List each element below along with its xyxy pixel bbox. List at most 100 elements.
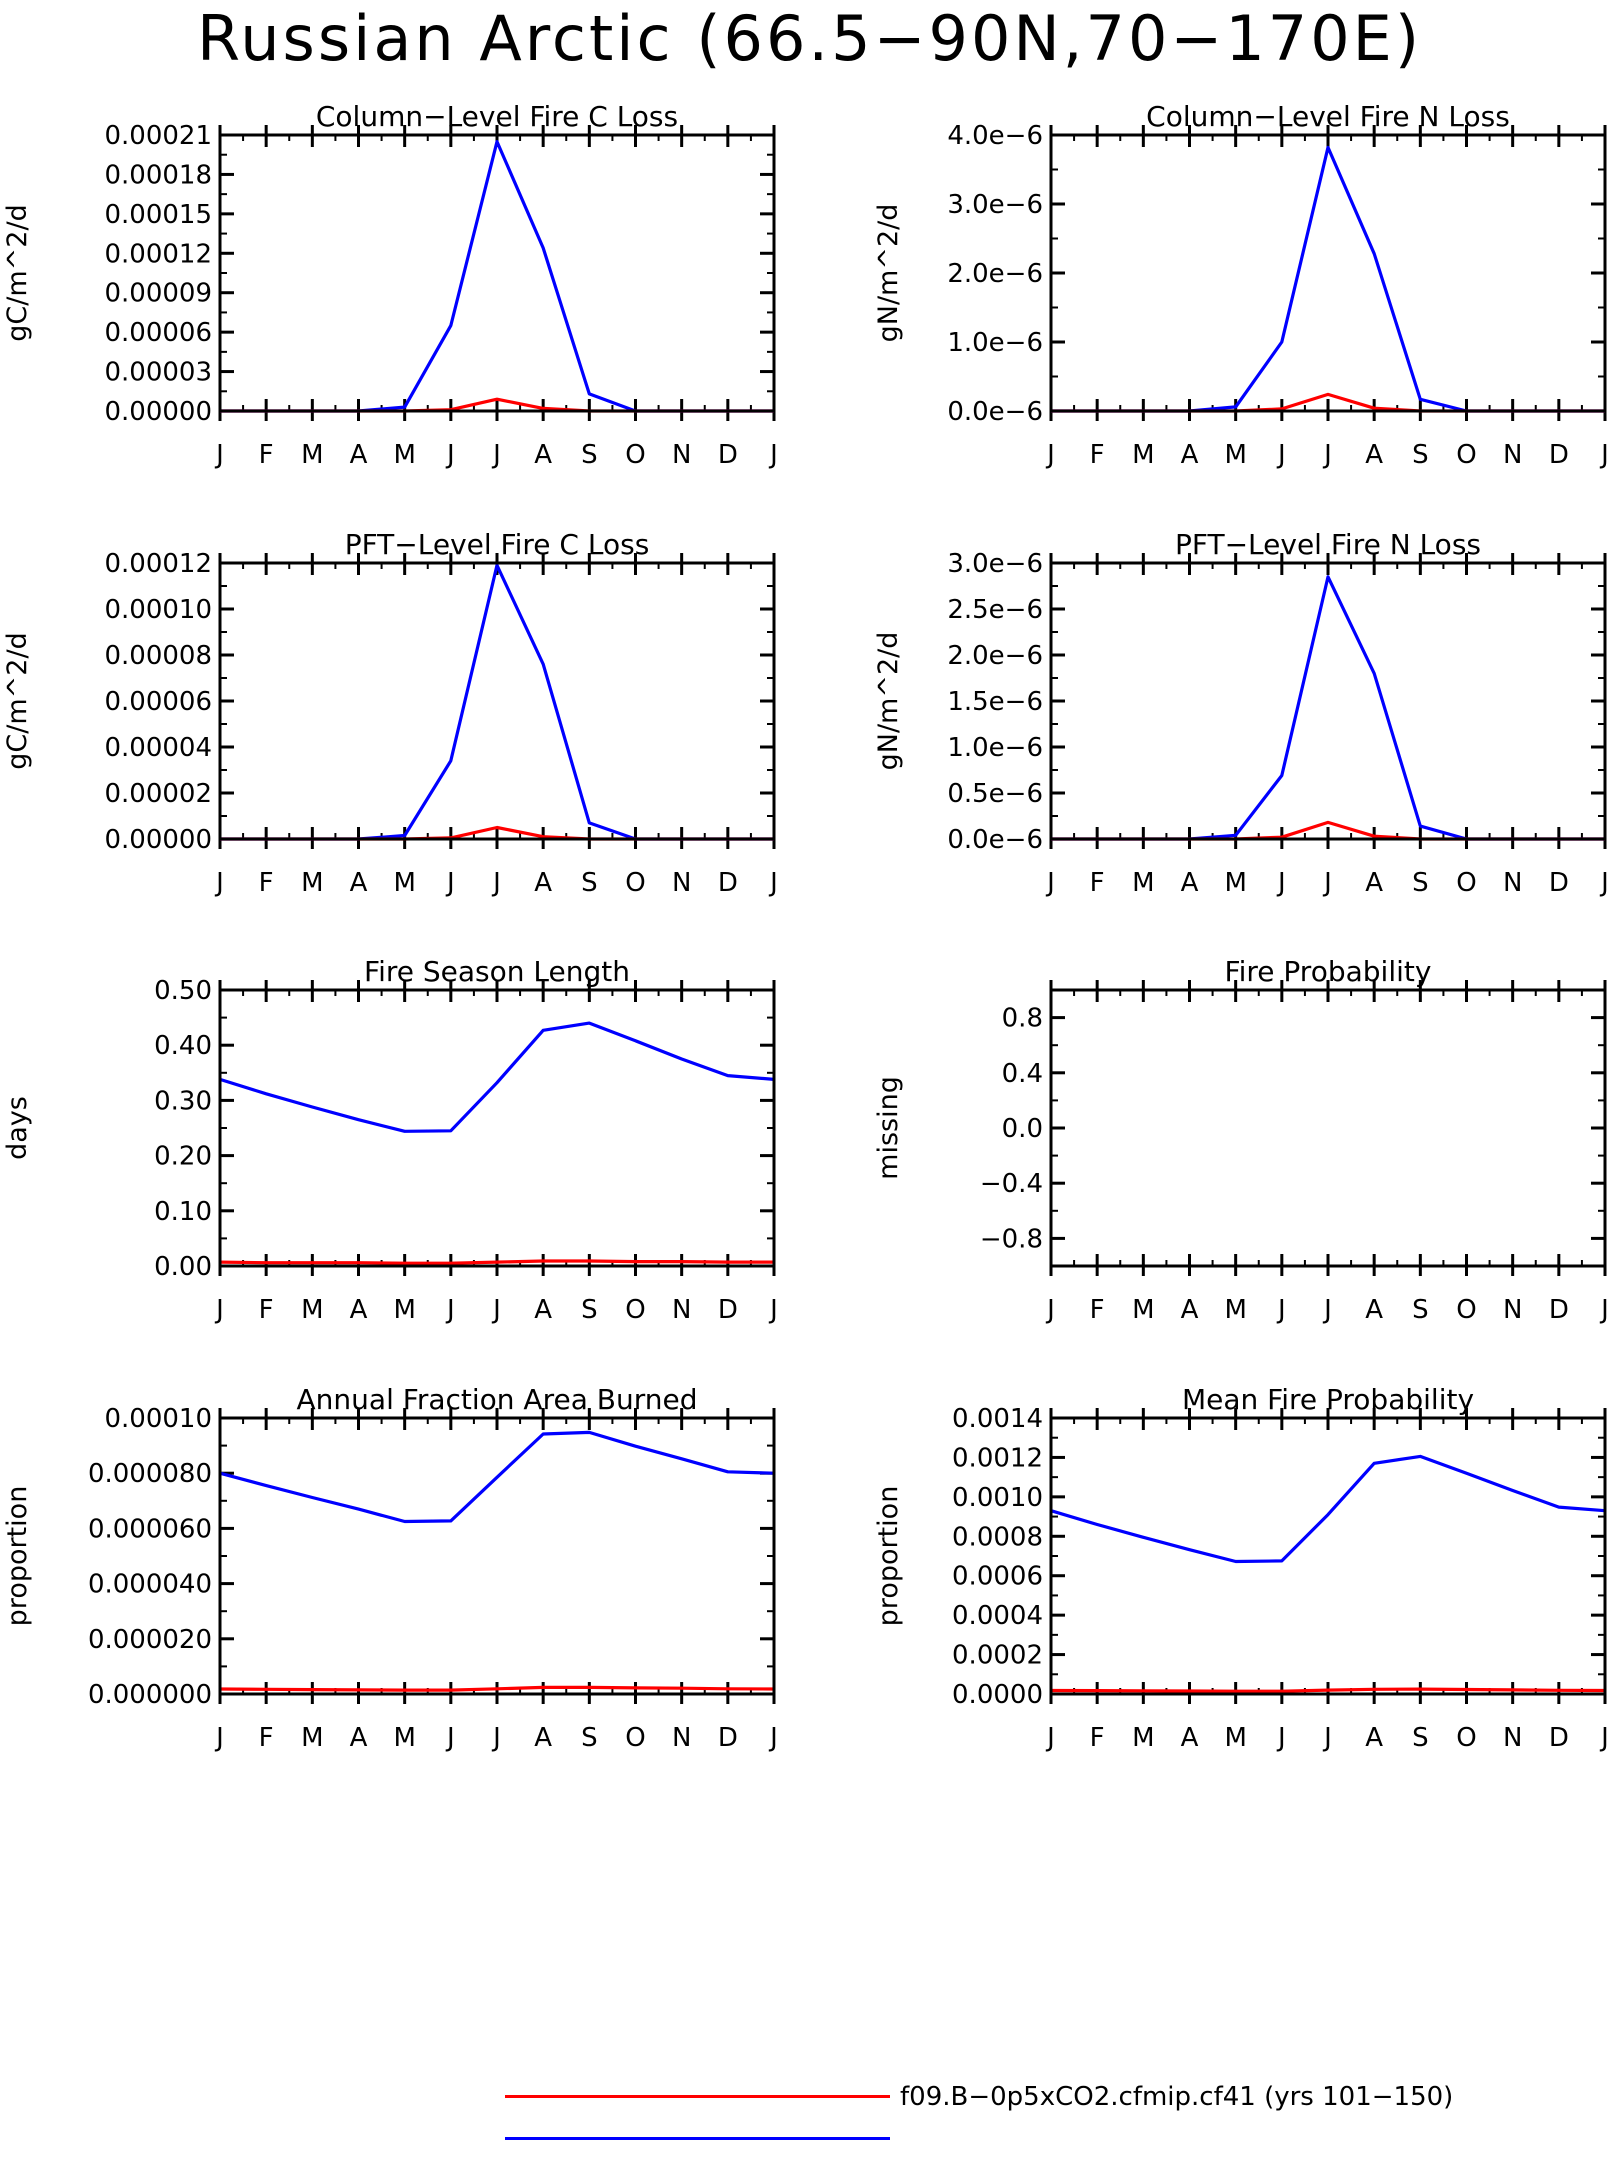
y-axis-label: proportion xyxy=(2,1486,33,1627)
x-tick-label: A xyxy=(350,1295,368,1325)
series-line-1 xyxy=(220,563,774,841)
y-tick-label: 0.10 xyxy=(154,1197,212,1227)
plot-frame xyxy=(1049,561,1607,841)
y-tick-label: 0.0002 xyxy=(952,1641,1043,1671)
series-line-1 xyxy=(219,1021,775,1133)
series-line-1 xyxy=(220,140,774,413)
x-tick-label: S xyxy=(1412,440,1429,470)
x-tick-label: J xyxy=(768,1723,778,1753)
y-axis-label: gC/m^2/d xyxy=(2,632,33,769)
y-tick-label: 0.00008 xyxy=(104,641,212,671)
legend-label: f09.B−0p5xCO2.cfmip.cf41 (yrs 101−150) xyxy=(900,2082,1454,2112)
y-tick-label: 0.00000 xyxy=(104,825,212,855)
y-axis-label: gN/m^2/d xyxy=(873,204,904,343)
legend-swatch xyxy=(505,2137,890,2140)
x-tick-label: S xyxy=(581,440,598,470)
plot-frame xyxy=(218,133,776,413)
x-tick-label: S xyxy=(1412,1723,1429,1753)
y-tick-label: 0.00004 xyxy=(104,733,212,763)
x-tick-label: D xyxy=(1549,1295,1569,1325)
x-tick-label: J xyxy=(1322,1723,1332,1753)
x-tick-label: J xyxy=(1276,1723,1286,1753)
y-tick-label: 2.0e−6 xyxy=(947,641,1043,671)
x-tick-label: J xyxy=(768,868,778,898)
y-tick-label: 0.00009 xyxy=(104,279,212,309)
x-tick-label: M xyxy=(393,1295,415,1325)
plot-frame xyxy=(218,988,776,1268)
x-tick-label: M xyxy=(1224,868,1246,898)
y-tick-label: 0.0e−6 xyxy=(947,825,1043,855)
x-tick-label: O xyxy=(1456,440,1476,470)
y-tick-label: 0.0012 xyxy=(952,1443,1043,1473)
x-tick-label: M xyxy=(301,1295,323,1325)
y-axis-label: gC/m^2/d xyxy=(2,204,33,341)
x-tick-label: J xyxy=(1276,440,1286,470)
x-tick-label: J xyxy=(1599,868,1609,898)
x-tick-label: M xyxy=(393,1723,415,1753)
plot-frame xyxy=(218,1416,776,1696)
x-tick-label: A xyxy=(350,868,368,898)
plot-frame xyxy=(1049,133,1607,413)
y-tick-label: 3.0e−6 xyxy=(947,549,1043,579)
x-tick-label: O xyxy=(625,1295,645,1325)
x-tick-label: A xyxy=(1181,1295,1199,1325)
y-tick-label: 0.0e−6 xyxy=(947,397,1043,427)
x-tick-label: A xyxy=(534,1295,552,1325)
x-tick-label: J xyxy=(445,440,455,470)
x-tick-label: D xyxy=(718,1295,738,1325)
x-tick-label: A xyxy=(534,1723,552,1753)
legend-swatch xyxy=(505,2095,890,2098)
x-tick-label: J xyxy=(1322,440,1332,470)
y-axis-label: days xyxy=(2,1096,33,1160)
x-tick-label: J xyxy=(768,440,778,470)
x-tick-label: J xyxy=(1276,868,1286,898)
y-tick-label: 0.0006 xyxy=(952,1562,1043,1592)
y-tick-label: 4.0e−6 xyxy=(947,121,1043,151)
x-tick-label: A xyxy=(1181,440,1199,470)
x-tick-label: J xyxy=(491,1723,501,1753)
y-tick-label: 0.20 xyxy=(154,1142,212,1172)
x-tick-label: M xyxy=(1132,868,1154,898)
y-tick-label: 0.000020 xyxy=(88,1625,212,1655)
x-tick-label: J xyxy=(214,868,224,898)
y-tick-label: 0.40 xyxy=(154,1031,212,1061)
x-tick-label: F xyxy=(1090,868,1105,898)
y-tick-label: 0.00010 xyxy=(104,595,212,625)
y-tick-label: 0.000060 xyxy=(88,1514,212,1544)
x-tick-label: O xyxy=(1456,868,1476,898)
x-tick-label: N xyxy=(672,868,691,898)
y-tick-label: 0.0014 xyxy=(952,1404,1043,1434)
x-tick-label: N xyxy=(672,440,691,470)
y-tick-label: 0.8 xyxy=(1002,1004,1043,1034)
y-tick-label: 0.00003 xyxy=(104,358,212,388)
y-tick-label: 0.00002 xyxy=(104,779,212,809)
x-tick-label: S xyxy=(581,1723,598,1753)
y-axis-label: missing xyxy=(873,1076,904,1180)
x-tick-label: D xyxy=(1549,1723,1569,1753)
x-tick-label: O xyxy=(1456,1723,1476,1753)
y-tick-label: 0.4 xyxy=(1002,1059,1043,1089)
y-tick-label: 0.000080 xyxy=(88,1459,212,1489)
y-tick-label: 0.30 xyxy=(154,1086,212,1116)
y-tick-label: −0.8 xyxy=(980,1224,1043,1254)
y-tick-label: 0.00012 xyxy=(104,549,212,579)
plot-frame xyxy=(1049,988,1607,1268)
x-tick-label: A xyxy=(1365,868,1383,898)
x-tick-label: N xyxy=(1503,1723,1522,1753)
series-line-2 xyxy=(219,1259,774,1265)
x-tick-label: A xyxy=(1181,1723,1199,1753)
y-tick-label: 1.0e−6 xyxy=(947,733,1043,763)
y-tick-label: 0.00015 xyxy=(104,200,212,230)
x-tick-label: A xyxy=(1365,1723,1383,1753)
x-tick-label: S xyxy=(1412,868,1429,898)
x-tick-label: M xyxy=(1224,1295,1246,1325)
x-tick-label: F xyxy=(259,868,274,898)
x-tick-label: N xyxy=(672,1723,691,1753)
x-tick-label: A xyxy=(1365,1295,1383,1325)
x-tick-label: N xyxy=(1503,1295,1522,1325)
x-tick-label: S xyxy=(581,1295,598,1325)
x-tick-label: A xyxy=(534,868,552,898)
x-tick-label: F xyxy=(259,440,274,470)
x-tick-label: D xyxy=(1549,868,1569,898)
x-tick-label: J xyxy=(1276,1295,1286,1325)
